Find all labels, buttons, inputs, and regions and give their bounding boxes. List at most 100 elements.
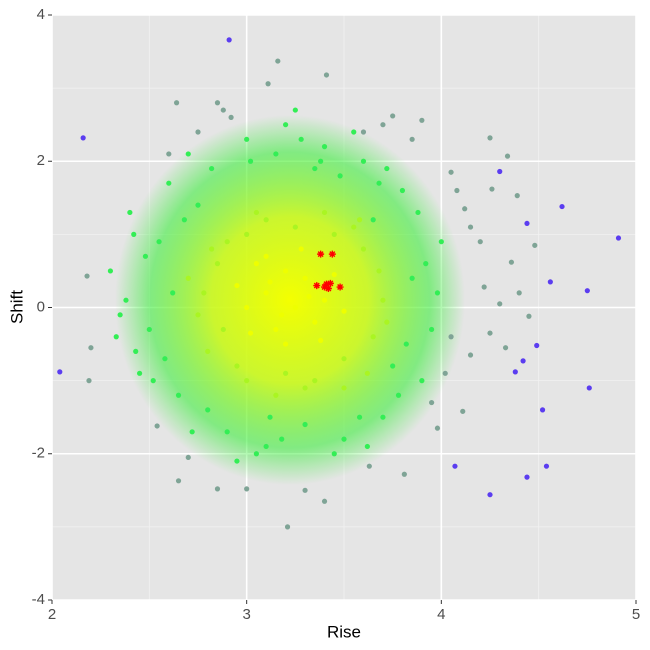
point (283, 268, 289, 274)
point (442, 370, 448, 376)
point (312, 378, 318, 384)
point (380, 297, 386, 303)
point (150, 378, 156, 384)
point (123, 297, 129, 303)
point (448, 169, 454, 175)
point (185, 151, 191, 157)
x-axis-title: Rise (327, 622, 361, 641)
point (419, 117, 425, 123)
point (351, 224, 357, 230)
point (205, 348, 211, 354)
point (175, 478, 182, 484)
point (234, 458, 240, 464)
point (380, 122, 386, 128)
x-tick-label: 3 (242, 606, 250, 623)
point (273, 326, 279, 333)
point (220, 326, 226, 333)
point (504, 153, 511, 159)
point (364, 443, 370, 450)
point (409, 136, 415, 142)
point (318, 337, 324, 344)
point (263, 253, 269, 259)
point (306, 293, 312, 300)
point (419, 378, 425, 384)
point (409, 275, 415, 281)
point (341, 356, 347, 362)
point (364, 370, 370, 376)
point (321, 209, 328, 216)
point (438, 239, 444, 245)
point (434, 290, 441, 296)
point (214, 261, 221, 267)
point (448, 334, 454, 340)
point (337, 173, 343, 179)
point (209, 246, 215, 252)
point (146, 326, 152, 333)
y-tick-label: 0 (37, 298, 45, 315)
point (113, 334, 119, 340)
point (481, 284, 487, 290)
y-tick-label: -4 (32, 591, 45, 608)
point (265, 81, 271, 87)
point (292, 107, 298, 113)
point (477, 239, 483, 245)
point (516, 290, 522, 296)
point (356, 414, 363, 420)
point (302, 275, 308, 281)
point (351, 129, 357, 135)
point (331, 231, 337, 237)
point (173, 100, 180, 106)
point (247, 330, 254, 336)
point (263, 443, 269, 450)
point (360, 158, 367, 164)
star-point (317, 250, 325, 258)
point (195, 129, 201, 135)
point (131, 231, 137, 237)
star-point (321, 283, 329, 291)
x-tick-label: 2 (48, 606, 56, 623)
point (497, 168, 503, 175)
point (390, 363, 396, 369)
point (214, 100, 221, 106)
point (244, 378, 250, 384)
point (532, 242, 538, 248)
point (454, 187, 460, 194)
star-point (313, 282, 321, 290)
point (514, 193, 520, 199)
point (331, 451, 337, 457)
point (127, 209, 133, 216)
point (512, 369, 518, 375)
point (526, 313, 532, 319)
point (302, 421, 308, 428)
point (247, 158, 254, 164)
point (244, 136, 250, 142)
point (133, 348, 139, 354)
point (267, 414, 273, 420)
point (356, 217, 363, 223)
star-point (328, 250, 336, 258)
point (423, 261, 429, 267)
point (341, 308, 347, 314)
point (279, 312, 285, 318)
point (321, 144, 328, 150)
point (298, 136, 304, 142)
point (559, 203, 565, 210)
point (384, 319, 390, 325)
point (283, 122, 289, 128)
point (487, 330, 493, 336)
point (302, 385, 308, 391)
point (263, 217, 269, 223)
point (298, 246, 304, 252)
point (615, 235, 622, 241)
y-tick-label: 2 (37, 152, 45, 169)
point (489, 186, 495, 192)
point (292, 224, 298, 230)
point (244, 486, 250, 492)
point (312, 165, 318, 172)
point (185, 454, 191, 461)
point (497, 301, 503, 307)
point (170, 290, 176, 296)
point (331, 271, 337, 278)
point (84, 273, 90, 279)
point (228, 114, 234, 120)
